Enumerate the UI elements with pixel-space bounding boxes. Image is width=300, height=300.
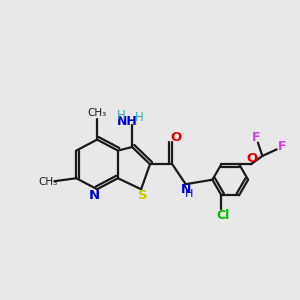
Text: H: H bbox=[116, 109, 125, 122]
Text: Cl: Cl bbox=[216, 209, 230, 222]
Text: O: O bbox=[170, 131, 182, 144]
Text: O: O bbox=[246, 152, 258, 165]
Text: H: H bbox=[184, 189, 193, 199]
Text: F: F bbox=[278, 140, 286, 153]
Text: S: S bbox=[138, 189, 147, 202]
Text: CH₃: CH₃ bbox=[88, 108, 107, 118]
Text: CH₃: CH₃ bbox=[38, 177, 57, 187]
Text: F: F bbox=[252, 131, 261, 144]
Text: NH: NH bbox=[117, 115, 138, 128]
Text: N: N bbox=[181, 183, 191, 196]
Text: H: H bbox=[135, 111, 144, 124]
Text: N: N bbox=[88, 189, 100, 202]
